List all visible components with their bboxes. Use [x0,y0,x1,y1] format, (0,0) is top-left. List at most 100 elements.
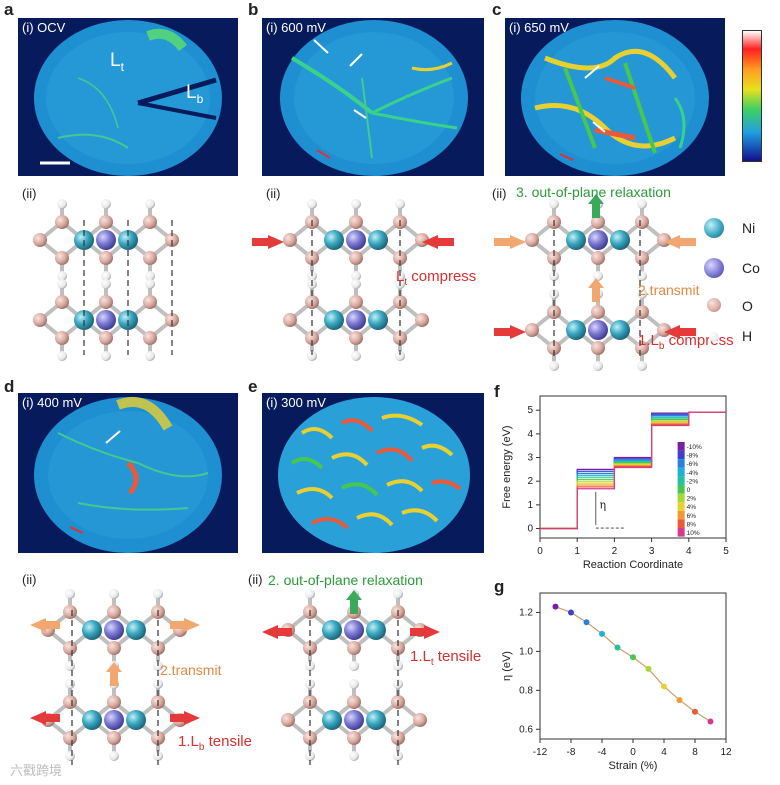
f-legend-swatch [677,528,685,537]
g-plot-frame [539,592,727,740]
panel-letter-b: b [248,0,259,19]
f-legend-label: -6% [687,461,699,468]
g-ytick-label: 0.8 [519,685,533,696]
g-xtick-label: -8 [567,747,576,758]
f-legend-label: 6% [687,513,697,520]
f-legend-swatch [677,502,685,511]
g-xtick-label: 4 [661,747,667,758]
strain-map-400mv: (i) 400 mV [18,393,238,553]
panel-letter-d: d [4,377,15,396]
g-data-point [707,718,714,725]
f-legend-label: 8% [687,521,697,528]
panel-letter-e: e [248,377,258,396]
annot-c-step2: 2.transmit [638,282,700,298]
g-xtick-label: 8 [692,747,698,758]
eta-strain-chart: -12 -8 -4 0 4 8 12 0.6 0.8 1.0 1.2 Strain (%) η (eV) [501,592,732,772]
legend-co-icon [704,258,724,278]
g-data-point [630,654,636,661]
f-ytick-label: 2 [527,476,533,487]
map-tag-b: (i) 600 mV [266,20,326,35]
f-legend-label: -4% [687,470,699,477]
panel-letter-c: c [492,0,502,19]
structure-row-bottom [30,587,440,765]
label-lt: Lt [110,50,124,74]
strain-map-300mv: (i) 300 mV [262,393,484,553]
struct-tag-b: (ii) [266,186,281,201]
g-data-point [692,708,698,715]
f-legend-swatch [677,450,685,460]
f-legend-swatch [677,476,685,485]
f-legend-swatch [677,467,685,477]
panel-letter-a: a [4,0,14,19]
f-xtick-label: 1 [574,546,580,557]
f-legend-label: 4% [687,504,697,511]
legend-h-label: H [742,328,753,344]
legend-o-label: O [742,298,753,314]
f-series-line [540,411,726,530]
annot-d-step2: 2.transmit [160,662,222,678]
legend-o-icon [707,298,721,312]
f-legend-label: 0 [687,487,691,494]
f-legend-label: -2% [687,478,699,485]
g-series-line [555,606,711,722]
f-legend-label: 2% [687,496,697,503]
f-legend-label: -8% [687,453,699,460]
f-legend-swatch [677,485,685,494]
f-legend-swatch [677,519,685,528]
g-xlabel: Strain (%) [609,760,658,772]
f-xtick-label: 3 [649,546,655,557]
panel-letter-g: g [494,577,505,596]
f-eta-label: η [600,498,607,511]
annot-e-step1: 1.Lt tensile [410,648,482,668]
strain-map-ocv: (i) OCV Lt Lb [18,18,238,176]
f-ylabel: Free energy (eV) [501,425,513,508]
f-xtick-label: 5 [723,546,729,557]
annot-c-step3: 3. out-of-plane relaxation [516,184,671,200]
f-ytick-label: 1 [527,500,533,511]
g-data-point [583,619,590,626]
legend-ni-icon [704,218,724,238]
map-tag-e: (i) 300 mV [266,395,326,410]
f-legend-swatch [677,442,685,451]
g-ytick-label: 1.2 [519,607,533,618]
g-data-point [552,603,559,610]
g-xtick-label: -12 [533,747,548,758]
strain-colorbar [742,30,762,162]
legend-ni-label: Ni [742,220,756,236]
map-tag-c: (i) 650 mV [509,20,569,35]
g-xtick-label: 0 [630,747,636,758]
g-ytick-label: 0.6 [519,724,533,735]
strain-map-600mv: (i) 600 mV [262,18,484,176]
map-tag-d: (i) 400 mV [22,395,82,410]
f-ytick-label: 0 [527,524,533,535]
g-data-point [614,644,621,651]
atom-legend: Ni Co O H [704,218,780,348]
f-plot-frame [539,395,727,539]
label-lb: Lb [186,82,204,106]
structure-row-top [31,194,696,373]
g-data-point [568,609,574,616]
g-data-point [661,683,667,690]
strain-map-650mv: (i) 650 mV [505,18,725,176]
annot-d-step1: 1.Lb tensile [178,733,252,753]
f-legend-swatch [677,510,685,520]
map-tag-a: (i) OCV [22,20,66,35]
f-legend-label: -10% [687,444,702,451]
g-xtick-label: -4 [598,747,607,758]
watermark: 六戳跨境 [10,763,63,778]
f-ytick-label: 3 [527,453,533,464]
struct-tag-e: (ii) [248,572,263,587]
g-ytick-label: 1.0 [519,646,533,657]
f-ytick-label: 4 [527,429,533,440]
free-energy-chart: 0 1 2 3 4 5 0 1 2 3 4 5 Reaction Coordinate Free ener… [501,395,729,571]
f-ytick-label: 5 [527,405,533,416]
f-xtick-label: 2 [612,546,618,557]
g-data-point [676,697,683,704]
f-legend-swatch [677,459,685,468]
f-xlabel: Reaction Coordinate [583,559,683,571]
struct-tag-c: (ii) [492,186,507,201]
annot-e-step2: 2. out-of-plane relaxation [268,572,423,588]
g-ylabel: η (eV) [501,651,513,681]
g-data-point [645,665,652,672]
panel-letter-f: f [494,382,500,401]
